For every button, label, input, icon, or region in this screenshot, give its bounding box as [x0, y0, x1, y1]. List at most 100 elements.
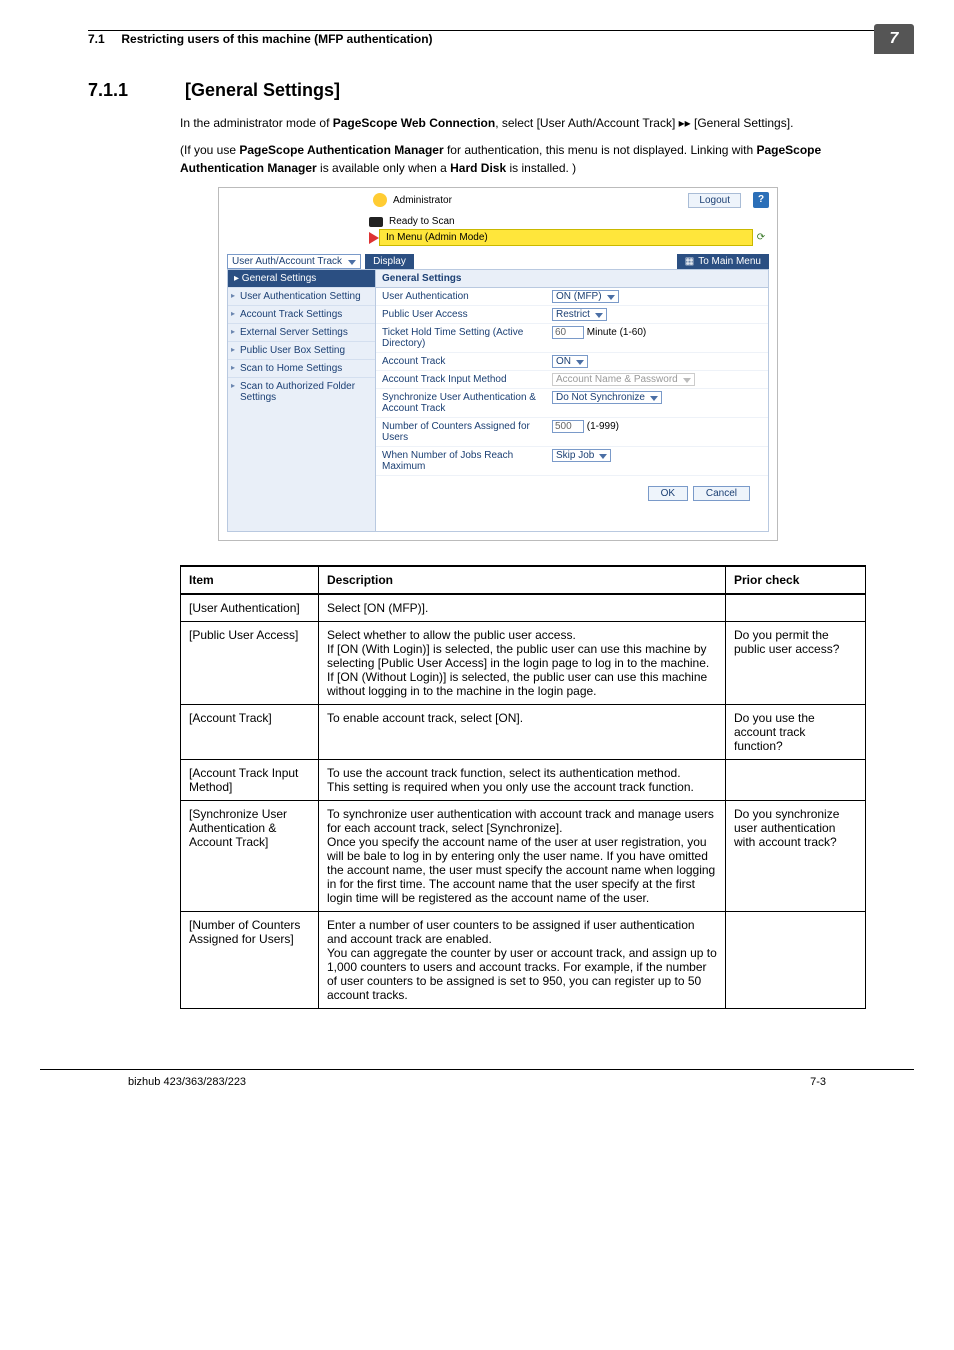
td-prior-check: Do you use the account track function?: [726, 705, 866, 760]
sidebar-item[interactable]: External Server Settings: [228, 323, 375, 341]
ss-body: ▸ General Settings User Authentication S…: [227, 269, 769, 532]
td-description: To use the account track function, selec…: [319, 760, 726, 801]
sidebar-item[interactable]: Account Track Settings: [228, 305, 375, 323]
table-header-row: Item Description Prior check: [181, 566, 866, 594]
setting-label: Public User Access: [376, 306, 546, 323]
setting-value-cell: Account Name & Password: [546, 371, 768, 388]
help-button[interactable]: ?: [753, 192, 769, 208]
ok-button[interactable]: OK: [648, 486, 688, 501]
sidebar-item[interactable]: Scan to Home Settings: [228, 359, 375, 377]
table-row: [Account Track]To enable account track, …: [181, 705, 866, 760]
setting-value-cell: Restrict: [546, 306, 768, 323]
admin-icon: [373, 193, 387, 207]
td-description: To synchronize user authentication with …: [319, 801, 726, 912]
setting-input[interactable]: 60: [552, 326, 584, 339]
logout-button[interactable]: Logout: [688, 193, 741, 208]
setting-label: Synchronize User Authentication & Accoun…: [376, 389, 546, 417]
to-main-menu-button[interactable]: ▦ To Main Menu: [677, 254, 769, 269]
setting-value-cell: Skip Job: [546, 447, 768, 475]
table-row: [Synchronize User Authentication & Accou…: [181, 801, 866, 912]
setting-select[interactable]: ON (MFP): [552, 290, 619, 303]
td-prior-check: [726, 594, 866, 622]
settings-row: Ticket Hold Time Setting (Active Directo…: [376, 324, 768, 353]
td-item: [Account Track Input Method]: [181, 760, 319, 801]
setting-label: Number of Counters Assigned for Users: [376, 418, 546, 446]
text-bold: Hard Disk: [450, 161, 506, 175]
main-menu-label: To Main Menu: [698, 256, 761, 267]
setting-select[interactable]: Do Not Synchronize: [552, 391, 662, 404]
table-row: [User Authentication]Select [ON (MFP)].: [181, 594, 866, 622]
td-item: [Public User Access]: [181, 622, 319, 705]
setting-select[interactable]: Skip Job: [552, 449, 611, 462]
section-number: 7.1.1: [88, 80, 180, 101]
td-prior-check: Do you synchronize user authentication w…: [726, 801, 866, 912]
panel-title: General Settings: [376, 270, 768, 288]
footer-model: bizhub 423/363/283/223: [128, 1076, 246, 1088]
sidebar-head[interactable]: ▸ General Settings: [228, 270, 375, 287]
ss-menu-bar: In Menu (Admin Mode) ⟳: [369, 229, 769, 246]
flag-icon: [369, 232, 379, 244]
setting-value-cell: ON: [546, 353, 768, 370]
setting-value-cell: ON (MFP): [546, 288, 768, 305]
settings-row: Public User Access Restrict: [376, 306, 768, 324]
text: is installed. ): [506, 161, 576, 175]
setting-input[interactable]: 500: [552, 420, 584, 433]
display-button[interactable]: Display: [365, 254, 414, 269]
text: (If you use: [180, 143, 239, 157]
settings-row: User Authentication ON (MFP): [376, 288, 768, 306]
ss-main-panel: General Settings User Authentication ON (…: [375, 269, 769, 532]
section-title: [General Settings]: [185, 80, 340, 100]
settings-row: Account Track Input Method Account Name &…: [376, 371, 768, 389]
th-item: Item: [181, 566, 319, 594]
table-row: [Number of Counters Assigned for Users]E…: [181, 912, 866, 1009]
th-description: Description: [319, 566, 726, 594]
menu-mode-bar[interactable]: In Menu (Admin Mode): [379, 229, 753, 246]
setting-value-cell: 60 Minute (1-60): [546, 324, 768, 352]
scope-dropdown[interactable]: User Auth/Account Track: [227, 254, 361, 269]
text-bold: PageScope Authentication Manager: [239, 143, 443, 157]
td-prior-check: Do you permit the public user access?: [726, 622, 866, 705]
th-prior-check: Prior check: [726, 566, 866, 594]
td-description: Enter a number of user counters to be as…: [319, 912, 726, 1009]
text: for authentication, this menu is not dis…: [444, 143, 757, 157]
td-prior-check: [726, 760, 866, 801]
table-row: [Public User Access]Select whether to al…: [181, 622, 866, 705]
text-bold: PageScope Web Connection: [333, 116, 495, 130]
setting-label: When Number of Jobs Reach Maximum: [376, 447, 546, 475]
menu-icon: ▦: [685, 256, 694, 267]
table-row: [Account Track Input Method]To use the a…: [181, 760, 866, 801]
td-description: To enable account track, select [ON].: [319, 705, 726, 760]
setting-select[interactable]: Restrict: [552, 308, 607, 321]
settings-row: Account Track ON: [376, 353, 768, 371]
settings-row: When Number of Jobs Reach Maximum Skip Jo…: [376, 447, 768, 476]
admin-label: Administrator: [393, 195, 452, 206]
ss-status-row: Ready to Scan: [369, 216, 769, 227]
setting-select[interactable]: ON: [552, 355, 588, 368]
refresh-icon[interactable]: ⟳: [753, 230, 769, 246]
status-text: Ready to Scan: [389, 216, 455, 227]
td-item: [Synchronize User Authentication & Accou…: [181, 801, 319, 912]
cancel-button[interactable]: Cancel: [693, 486, 750, 501]
setting-label: Ticket Hold Time Setting (Active Directo…: [376, 324, 546, 352]
setting-value-cell: 500 (1-999): [546, 418, 768, 446]
sidebar-item[interactable]: Public User Box Setting: [228, 341, 375, 359]
setting-select: Account Name & Password: [552, 373, 695, 386]
description-table: Item Description Prior check [User Authe…: [180, 565, 866, 1009]
embedded-screenshot: Administrator Logout ? Ready to Scan In …: [218, 187, 778, 541]
td-item: [User Authentication]: [181, 594, 319, 622]
section-heading: 7.1.1 [General Settings]: [88, 80, 866, 101]
sidebar-item[interactable]: User Authentication Setting: [228, 287, 375, 305]
sidebar-item[interactable]: Scan to Authorized Folder Settings: [228, 377, 375, 406]
td-item: [Account Track]: [181, 705, 319, 760]
intro-paragraph-1: In the administrator mode of PageScope W…: [180, 115, 866, 132]
ss-toolbar: User Auth/Account Track Display ▦ To Mai…: [227, 254, 769, 269]
text: is available only when a: [317, 161, 450, 175]
setting-label: Account Track: [376, 353, 546, 370]
td-prior-check: [726, 912, 866, 1009]
setting-suffix: (1-999): [584, 421, 619, 432]
ss-button-row: OK Cancel: [376, 476, 768, 531]
ss-top-bar: Administrator Logout ?: [219, 188, 777, 212]
setting-label: User Authentication: [376, 288, 546, 305]
setting-label: Account Track Input Method: [376, 371, 546, 388]
setting-suffix: Minute (1-60): [584, 327, 646, 338]
